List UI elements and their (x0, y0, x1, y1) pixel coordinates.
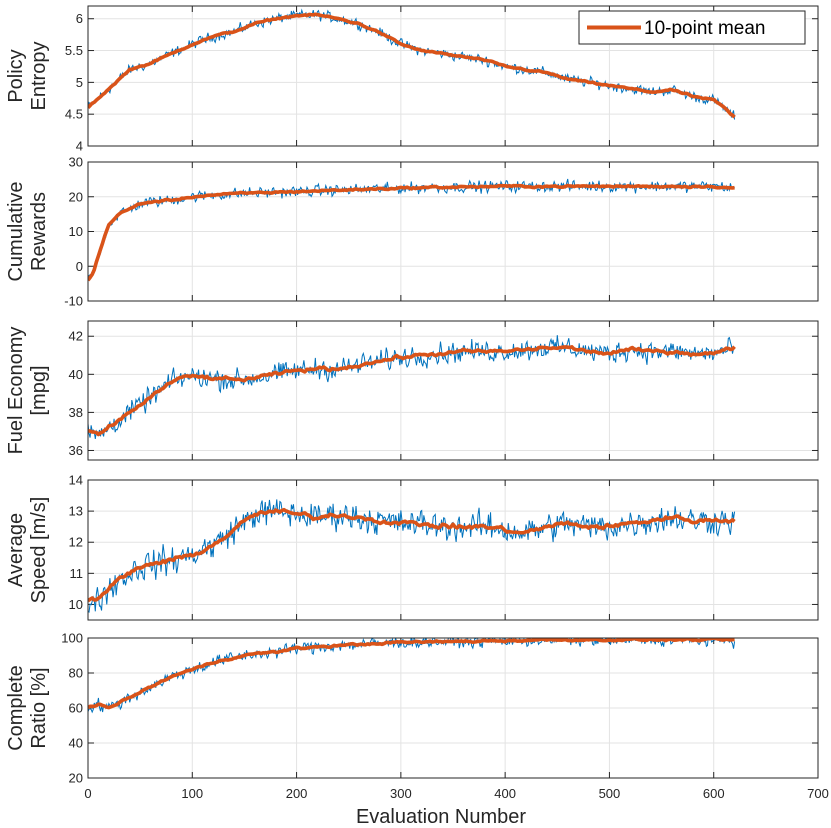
plot-frame (87, 5, 819, 147)
x-tick-label: 200 (286, 786, 308, 801)
y-tick-label: 13 (69, 504, 83, 519)
y-tick-label: 30 (69, 155, 83, 170)
plot-area (88, 321, 818, 460)
mean-series-line (88, 12, 736, 119)
y-tick-label: 10 (69, 597, 83, 612)
y-axis-label-line: Fuel Economy (5, 327, 27, 455)
y-tick-label: 12 (69, 535, 83, 550)
mean-series-line (88, 638, 735, 710)
y-tick-label: -10 (64, 294, 83, 309)
y-axis-label: PolicyEntropy (5, 42, 50, 111)
y-tick-label: 100 (61, 631, 83, 646)
y-tick-label: 6 (76, 11, 83, 26)
y-tick-label: 10 (69, 224, 83, 239)
x-tick-label: 600 (703, 786, 725, 801)
plot-area (88, 480, 818, 620)
plot-frame (87, 637, 819, 779)
y-axis-label-line: Cumulative (5, 181, 27, 281)
y-axis-label: CompleteRatio [%] (5, 665, 50, 751)
y-tick-label: 60 (69, 701, 83, 716)
mean-series-line (88, 345, 736, 437)
panel-3: 36 38 40 42 Fuel Economy[mpg] (5, 320, 819, 461)
y-axis-label: AverageSpeed [m/s] (5, 497, 50, 604)
x-tick-label: 400 (494, 786, 516, 801)
plot-frame (87, 479, 819, 621)
y-tick-label: 5 (76, 75, 83, 90)
y-tick-label: 5.5 (65, 43, 83, 58)
y-axis-label-line: Ratio [%] (28, 667, 50, 748)
mean-series-line (88, 507, 736, 603)
y-axis-label-line: Average (5, 513, 27, 587)
y-axis-label: CumulativeRewards (5, 181, 50, 281)
y-tick-label: 38 (69, 405, 83, 420)
y-tick-label: 40 (69, 736, 83, 751)
y-axis-label-line: Speed [m/s] (28, 497, 50, 604)
legend-box (578, 10, 806, 45)
x-tick-label: 700 (807, 786, 829, 801)
y-tick-label: 20 (69, 771, 83, 786)
legend-label: 10-point mean (644, 18, 765, 39)
y-axis-label-line: Entropy (28, 42, 50, 111)
y-tick-label: 42 (69, 329, 83, 344)
x-tick-label: 500 (599, 786, 621, 801)
y-tick-label: 20 (69, 189, 83, 204)
x-tick-label: 100 (181, 786, 203, 801)
y-tick-label: 80 (69, 666, 83, 681)
legend: 10-point mean (578, 10, 806, 45)
y-axis-label-line: Complete (5, 665, 27, 751)
raw-series-line (88, 499, 736, 613)
plot-frame (87, 161, 819, 302)
y-tick-label: 11 (70, 566, 84, 581)
panel-5: 20 40 60 80 100 CompleteRatio [%] (5, 631, 819, 786)
raw-series-line (88, 178, 735, 280)
x-axis-label: Evaluation Number (356, 806, 526, 828)
plot-frame (87, 320, 819, 461)
y-tick-label: 40 (69, 367, 83, 382)
y-tick-label: 14 (69, 473, 83, 488)
y-tick-label: 4 (76, 139, 83, 154)
y-axis-label-line: Policy (5, 49, 27, 102)
x-axis: 0 100 200 300 400 500 600 700 (84, 786, 828, 801)
y-axis-label-line: [mpg] (28, 365, 50, 415)
y-axis-label: Fuel Economy[mpg] (5, 327, 50, 455)
x-tick-label: 0 (84, 786, 91, 801)
x-tick-label: 300 (390, 786, 412, 801)
y-tick-label: 0 (76, 259, 83, 274)
panel-4: 10 11 12 13 14 AverageSpeed [m/s] (5, 473, 819, 621)
y-tick-label: 36 (69, 443, 83, 458)
y-axis-label-line: Rewards (28, 192, 50, 271)
chart-panels: 4 4.5 5 5.5 6 PolicyEntropy -10 0 10 20 30 Cumulati… (5, 5, 819, 786)
mean-series-line (88, 183, 735, 282)
y-tick-label: 4.5 (65, 107, 83, 122)
panel-2: -10 0 10 20 30 CumulativeRewards (5, 155, 819, 309)
